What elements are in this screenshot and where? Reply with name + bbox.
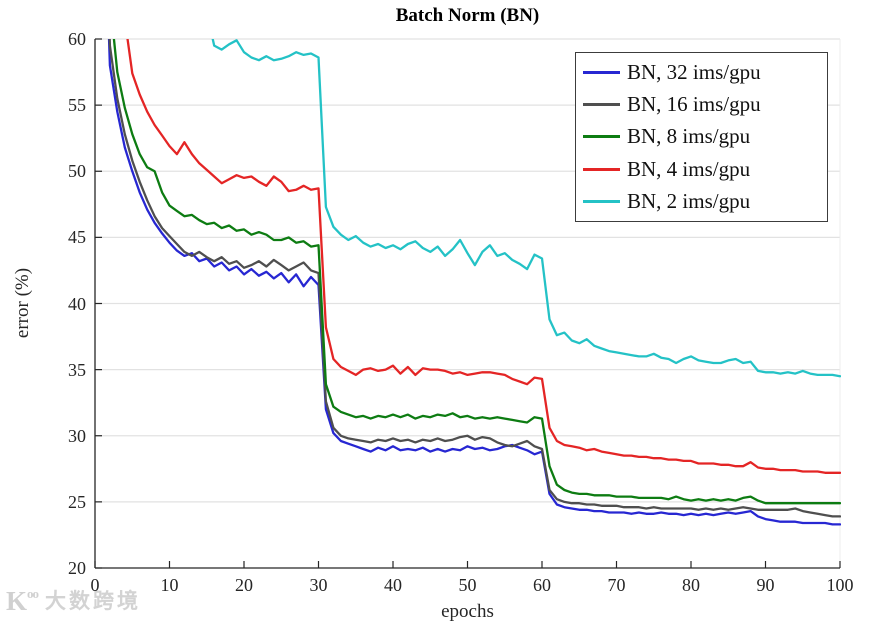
legend-line-swatch bbox=[583, 103, 620, 107]
y-tick-label: 30 bbox=[68, 425, 86, 446]
legend-label: BN, 8 ims/gpu bbox=[627, 124, 751, 149]
legend-label: BN, 16 ims/gpu bbox=[627, 92, 761, 117]
series-line-0 bbox=[107, 39, 841, 526]
x-axis-label: epochs bbox=[441, 601, 494, 622]
series-line-4 bbox=[211, 39, 841, 378]
legend-item: BN, 32 ims/gpu bbox=[576, 56, 827, 88]
x-tick-label: 90 bbox=[756, 575, 775, 595]
y-tick-label: 50 bbox=[68, 161, 86, 182]
series-line-2 bbox=[112, 39, 841, 505]
y-tick-label: 35 bbox=[68, 359, 86, 380]
chart-title: Batch Norm (BN) bbox=[395, 5, 540, 26]
legend: BN, 32 ims/gpu BN, 16 ims/gpu BN, 8 ims/gp… bbox=[575, 52, 828, 222]
y-tick-label: 45 bbox=[68, 227, 86, 248]
y-tick-label: 60 bbox=[68, 29, 86, 49]
y-tick-label: 20 bbox=[68, 558, 86, 578]
legend-line-swatch bbox=[583, 70, 620, 74]
legend-item: BN, 8 ims/gpu bbox=[576, 121, 827, 153]
y-axis-label: error (%) bbox=[12, 267, 33, 339]
legend-item: BN, 2 ims/gpu bbox=[576, 186, 827, 218]
x-tick-label: 50 bbox=[458, 575, 477, 595]
y-tick-label: 40 bbox=[68, 293, 86, 314]
legend-line-swatch bbox=[583, 135, 620, 139]
y-tick-label: 55 bbox=[68, 95, 86, 116]
x-tick-label: 40 bbox=[384, 575, 402, 595]
legend-label: BN, 2 ims/gpu bbox=[627, 189, 751, 214]
x-tick-label: 0 bbox=[90, 575, 100, 595]
y-tick-label: 25 bbox=[68, 491, 86, 512]
watermark-logo: K bbox=[6, 586, 28, 616]
legend-label: BN, 32 ims/gpu bbox=[627, 59, 761, 84]
series-line-1 bbox=[108, 39, 841, 518]
legend-item: BN, 16 ims/gpu bbox=[576, 89, 827, 121]
series-line-3 bbox=[126, 39, 841, 474]
watermark-logo-superscript: oo bbox=[27, 586, 39, 601]
x-tick-label: 60 bbox=[533, 575, 551, 595]
watermark-text: 大数跨境 bbox=[45, 589, 142, 613]
x-tick-label: 100 bbox=[826, 575, 854, 595]
x-tick-label: 30 bbox=[309, 575, 328, 595]
x-tick-label: 70 bbox=[607, 575, 626, 595]
legend-line-swatch bbox=[583, 167, 620, 171]
legend-item: BN, 4 ims/gpu bbox=[576, 153, 827, 185]
legend-line-swatch bbox=[583, 200, 620, 204]
x-tick-label: 20 bbox=[235, 575, 253, 595]
legend-label: BN, 4 ims/gpu bbox=[627, 156, 751, 181]
x-tick-label: 80 bbox=[682, 575, 700, 595]
x-tick-label: 10 bbox=[160, 575, 179, 595]
